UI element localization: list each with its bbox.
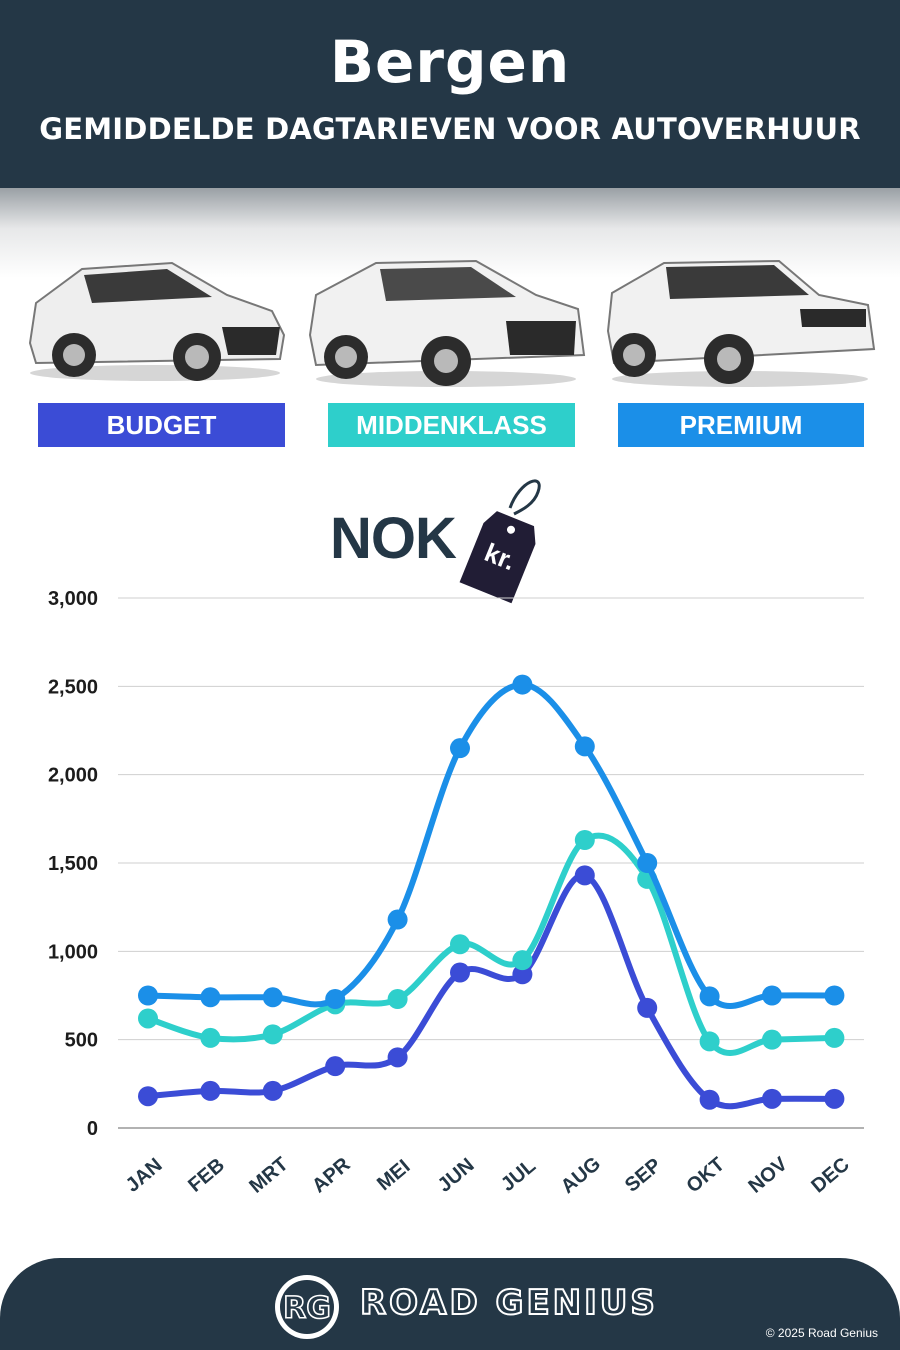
page-subtitle: GEMIDDELDE DAGTARIEVEN VOOR AUTOVERHUUR <box>39 112 861 146</box>
budget-label: BUDGET <box>38 403 285 447</box>
data-point-premium <box>512 674 533 695</box>
data-point-middenklass <box>824 1027 845 1048</box>
y-tick-label: 1,500 <box>48 853 98 875</box>
data-point-budget <box>325 1056 346 1077</box>
x-tick-label: MEI <box>373 1156 414 1196</box>
data-point-premium <box>200 987 221 1008</box>
data-point-middenklass <box>262 1024 283 1045</box>
y-tick-label: 1,000 <box>48 941 98 963</box>
price-tag-icon: kr. <box>459 479 541 604</box>
header: Bergen GEMIDDELDE DAGTARIEVEN VOOR AUTOV… <box>0 0 900 188</box>
midsize-label: MIDDENKLASS <box>328 403 575 447</box>
y-tick-label: 3,000 <box>48 588 98 610</box>
y-tick-label: 2,500 <box>48 676 98 698</box>
series-line-budget <box>145 872 838 1110</box>
data-point-premium <box>699 986 720 1007</box>
data-point-budget <box>574 865 595 886</box>
x-tick-label: APR <box>308 1153 355 1197</box>
x-tick-label: OKT <box>683 1153 729 1197</box>
x-tick-label: AUG <box>557 1153 605 1198</box>
x-tick-label: FEB <box>184 1154 229 1197</box>
data-point-middenklass <box>200 1027 221 1048</box>
premium-label: PREMIUM <box>618 403 864 447</box>
data-point-middenklass <box>450 934 470 955</box>
x-tick-label: JUL <box>497 1155 540 1196</box>
x-tick-label: MRT <box>245 1153 292 1198</box>
data-point-budget <box>138 1086 158 1107</box>
series-line-middenklass <box>145 832 838 1056</box>
data-point-middenklass <box>512 950 533 971</box>
data-point-premium <box>138 985 158 1006</box>
data-point-premium <box>262 987 283 1008</box>
y-tick-label: 2,000 <box>48 765 98 787</box>
data-point-premium <box>387 909 408 930</box>
data-point-budget <box>762 1088 782 1109</box>
data-point-middenklass <box>387 989 408 1010</box>
data-point-budget <box>512 964 533 985</box>
premium-car-icon <box>606 259 876 387</box>
road-genius-logo-icon: RG <box>275 1275 339 1339</box>
footer: RG ROAD GENIUS © 2025 Road Genius <box>0 1258 900 1350</box>
copyright: © 2025 Road Genius <box>765 1326 878 1340</box>
logo-text: RG <box>283 1291 331 1326</box>
line-chart: 0 500 1,000 1,500 2,000 2,500 3,000 JAN FEB MRT AP… <box>48 588 864 1198</box>
data-point-premium <box>824 985 845 1006</box>
x-tick-label: DEC <box>807 1153 853 1197</box>
data-point-budget <box>699 1089 720 1110</box>
midsize-car-icon <box>308 259 586 387</box>
data-point-middenklass <box>699 1031 720 1052</box>
budget-car-icon <box>28 261 286 381</box>
x-tick-label: SEP <box>621 1154 666 1197</box>
data-point-budget <box>200 1080 221 1101</box>
data-point-premium <box>637 853 658 873</box>
y-tick-label: 0 <box>87 1118 98 1140</box>
data-point-middenklass <box>762 1029 782 1050</box>
x-tick-label: JUN <box>434 1154 479 1197</box>
x-tick-label: JAN <box>122 1154 167 1197</box>
data-point-premium <box>325 989 346 1010</box>
data-point-budget <box>450 962 470 983</box>
data-point-budget <box>262 1080 283 1101</box>
data-point-budget <box>637 997 658 1018</box>
data-point-premium <box>762 985 782 1006</box>
data-point-premium <box>574 736 595 757</box>
brand-name: ROAD GENIUS <box>359 1282 658 1324</box>
data-point-budget <box>824 1088 845 1109</box>
data-point-middenklass <box>574 830 595 851</box>
y-tick-label: 500 <box>65 1030 98 1052</box>
x-tick-label: NOV <box>744 1153 792 1198</box>
page-title: Bergen <box>329 28 571 96</box>
data-point-budget <box>387 1047 408 1068</box>
data-point-middenklass <box>138 1008 158 1029</box>
data-point-premium <box>450 738 470 759</box>
currency-code: NOK <box>330 506 457 571</box>
